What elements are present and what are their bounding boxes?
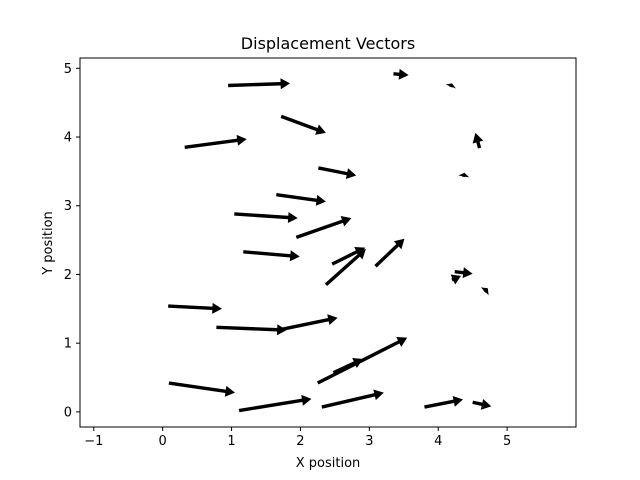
x-tick-label: −1 — [84, 434, 103, 449]
vector-arrow — [295, 216, 352, 239]
y-tick-label: 4 — [64, 131, 72, 146]
vector-arrow — [332, 357, 364, 375]
vector-arrow — [184, 134, 247, 150]
x-axis-ticks: −1 0 1 2 3 4 5 — [84, 427, 511, 449]
y-tick-label: 3 — [64, 199, 72, 214]
vector-arrow — [454, 267, 473, 279]
vector-arrow — [321, 389, 384, 409]
y-tick-label: 0 — [64, 405, 72, 420]
vector-arrow — [243, 250, 300, 262]
vector-arrow — [216, 324, 287, 336]
vectors-layer — [168, 68, 492, 413]
vector-arrow — [234, 212, 298, 223]
vector-arrow — [374, 238, 405, 268]
y-tick-label: 5 — [64, 62, 72, 77]
vector-arrow — [324, 249, 366, 287]
chart-title: Displacement Vectors — [241, 34, 415, 53]
vector-arrow — [168, 302, 222, 314]
plot-frame — [79, 57, 577, 428]
y-tick-label: 2 — [64, 268, 72, 283]
vector-arrow — [316, 337, 408, 385]
x-tick-label: 5 — [503, 434, 511, 449]
vector-arrow — [280, 114, 326, 135]
x-tick-label: 3 — [365, 434, 373, 449]
vector-arrow — [472, 132, 484, 149]
x-tick-label: 1 — [227, 434, 235, 449]
vector-arrow — [450, 274, 461, 285]
vector-arrow — [393, 68, 409, 80]
vector-arrow — [168, 381, 235, 397]
vector-arrow — [280, 314, 338, 332]
vector-arrow — [480, 287, 489, 296]
y-axis-ticks: 0 1 2 3 4 5 — [64, 62, 80, 420]
vector-arrow — [472, 398, 492, 410]
vector-arrow — [445, 83, 456, 89]
vector-arrow — [424, 395, 464, 409]
vector-arrow — [276, 193, 326, 206]
x-tick-label: 2 — [296, 434, 304, 449]
x-axis-label: X position — [296, 456, 361, 471]
x-tick-label: 4 — [434, 434, 442, 449]
vector-arrow — [228, 78, 291, 90]
vector-arrow — [458, 172, 470, 178]
vector-arrow — [238, 394, 312, 413]
x-tick-label: 0 — [159, 434, 167, 449]
y-axis-label: Y position — [41, 211, 56, 276]
vector-arrow — [318, 166, 357, 180]
y-tick-label: 1 — [64, 337, 72, 352]
